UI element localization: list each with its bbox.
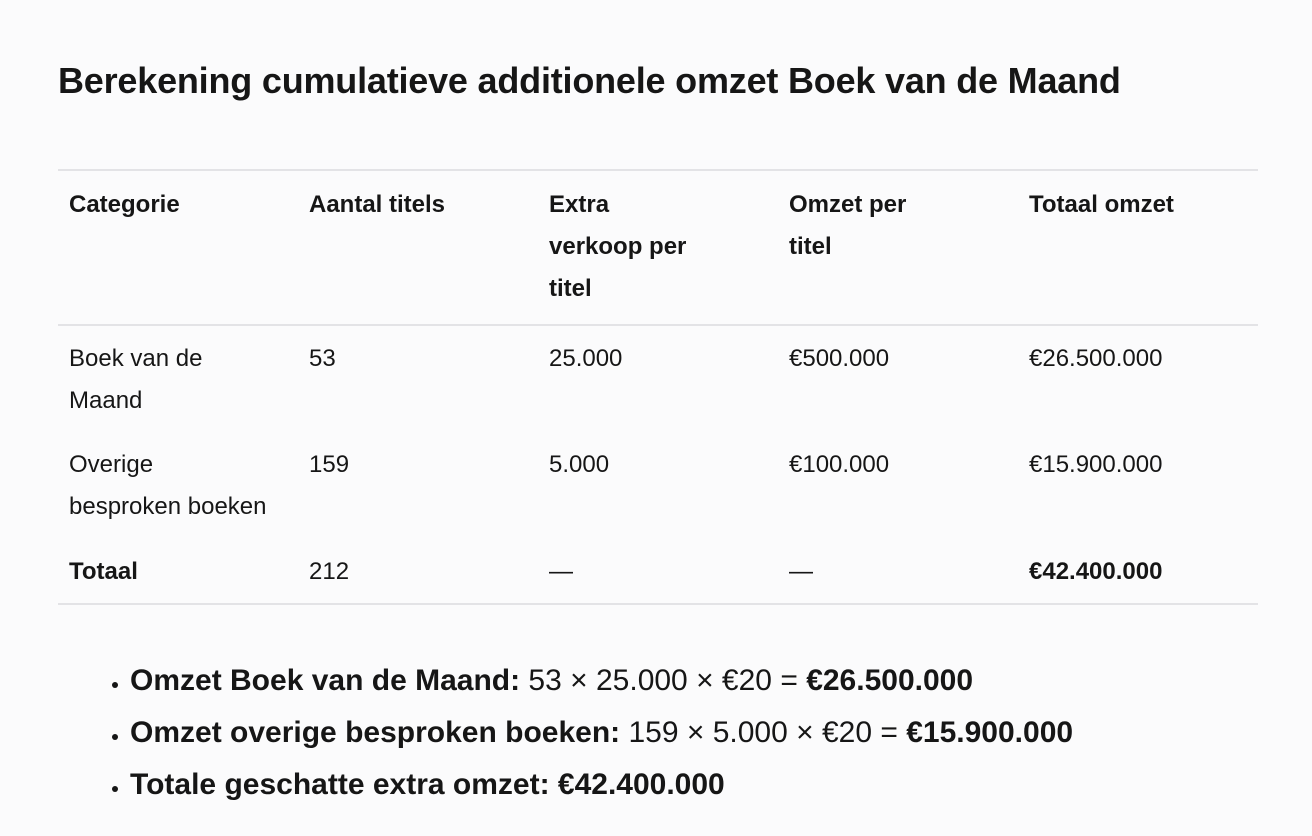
bullet-result: €15.900.000 (906, 716, 1074, 749)
cell-category: Totaal (69, 558, 138, 585)
bullet-formula: 159 × 5.000 × €20 = (620, 716, 907, 749)
list-item: Omzet overige besproken boeken: 159 × 5.… (130, 707, 1073, 759)
cell-total-revenue: €26.500.000 (1029, 345, 1163, 372)
bullet-label: Totale geschatte extra omzet: €42.400.00… (130, 768, 725, 801)
list-item: Omzet Boek van de Maand: 53 × 25.000 × €… (130, 655, 1073, 707)
cell-category: Boek van de Maand (69, 345, 203, 414)
cell-extra-sales: — (549, 558, 573, 585)
cell-title-count: 159 (309, 451, 350, 478)
table-header-row: Categorie Aantal titels Extra verkoop pe… (58, 170, 1258, 325)
column-header-extra-sales: Extra verkoop per titel (549, 191, 687, 302)
bullet-label: Omzet Boek van de Maand: (130, 664, 521, 697)
cell-title-count: 212 (309, 558, 350, 585)
revenue-table: Categorie Aantal titels Extra verkoop pe… (58, 169, 1258, 605)
list-item: Totale geschatte extra omzet: €42.400.00… (130, 759, 1073, 811)
cell-category: Overige besproken boeken (69, 451, 267, 520)
bullet-formula: 53 × 25.000 × €20 = (520, 664, 807, 697)
calculation-list: Omzet Boek van de Maand: 53 × 25.000 × €… (88, 655, 1073, 811)
table-row: Overige besproken boeken 159 5.000 €100.… (58, 433, 1258, 539)
column-header-total-revenue: Totaal omzet (1029, 191, 1174, 218)
cell-revenue-per-title: €500.000 (789, 345, 890, 372)
table-total-row: Totaal 212 — — €42.400.000 (58, 539, 1258, 604)
cell-revenue-per-title: — (789, 558, 813, 585)
bullet-result: €26.500.000 (806, 664, 974, 697)
table-row: Boek van de Maand 53 25.000 €500.000 €26… (58, 325, 1258, 433)
cell-total-revenue: €42.400.000 (1029, 558, 1163, 585)
cell-title-count: 53 (309, 345, 336, 372)
column-header-title-count: Aantal titels (309, 191, 446, 218)
cell-total-revenue: €15.900.000 (1029, 451, 1163, 478)
column-header-category: Categorie (69, 191, 180, 218)
cell-extra-sales: 5.000 (549, 451, 610, 478)
column-header-revenue-per-title: Omzet per titel (789, 191, 907, 260)
bullet-label: Omzet overige besproken boeken: (130, 716, 621, 749)
cell-revenue-per-title: €100.000 (789, 451, 890, 478)
page-title: Berekening cumulatieve additionele omzet… (58, 60, 1121, 101)
cell-extra-sales: 25.000 (549, 345, 623, 372)
